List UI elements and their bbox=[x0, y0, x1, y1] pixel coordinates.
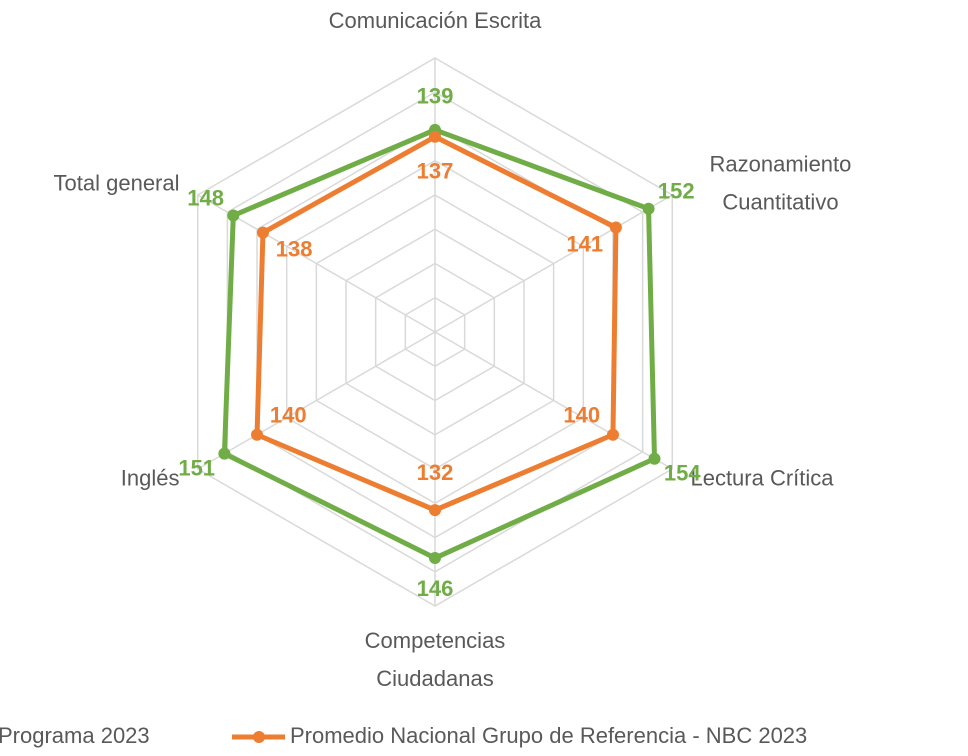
data-label: 132 bbox=[417, 460, 454, 485]
spoke bbox=[434, 194, 673, 333]
series-line bbox=[254, 134, 619, 513]
data-label: 146 bbox=[417, 576, 454, 601]
data-point bbox=[429, 504, 441, 517]
category-label: Competencias Ciudadanas bbox=[365, 628, 506, 691]
category-label-line: Cuantitativo bbox=[722, 189, 838, 214]
legend-label: Promedio Nacional Grupo de Referencia - … bbox=[290, 723, 807, 748]
data-label: 154 bbox=[664, 461, 701, 486]
data-label: 151 bbox=[178, 455, 215, 480]
data-point bbox=[227, 209, 240, 222]
category-label: Lectura Crítica bbox=[690, 465, 834, 490]
data-point bbox=[648, 452, 661, 465]
data-label: 139 bbox=[417, 84, 454, 109]
legend-label: Programa 2023 bbox=[0, 723, 150, 748]
data-label: 140 bbox=[563, 403, 600, 428]
category-label: Inglés bbox=[121, 465, 180, 490]
data-point bbox=[256, 226, 269, 239]
data-label: 152 bbox=[658, 179, 695, 204]
category-label: Total general bbox=[54, 170, 180, 195]
spoke bbox=[197, 331, 436, 470]
series-line bbox=[221, 127, 657, 561]
data-point bbox=[218, 447, 231, 460]
data-label: 137 bbox=[417, 159, 454, 184]
category-label-line: Razonamiento bbox=[710, 151, 852, 176]
data-point bbox=[642, 202, 655, 215]
data-point bbox=[609, 221, 622, 234]
category-label: Comunicación Escrita bbox=[329, 8, 543, 33]
data-label: 140 bbox=[270, 403, 307, 428]
data-label: 148 bbox=[187, 185, 224, 210]
category-label: Razonamiento Cuantitativo bbox=[710, 151, 852, 214]
data-point bbox=[251, 428, 264, 441]
data-point bbox=[606, 428, 619, 441]
category-label-line: Competencias bbox=[365, 628, 506, 653]
legend-marker bbox=[253, 731, 265, 743]
data-label: 138 bbox=[276, 236, 313, 261]
data-point bbox=[429, 552, 441, 565]
data-point bbox=[429, 130, 441, 143]
category-label-line: Ciudadanas bbox=[376, 666, 493, 691]
spoke bbox=[434, 331, 673, 470]
data-label: 141 bbox=[566, 231, 603, 256]
